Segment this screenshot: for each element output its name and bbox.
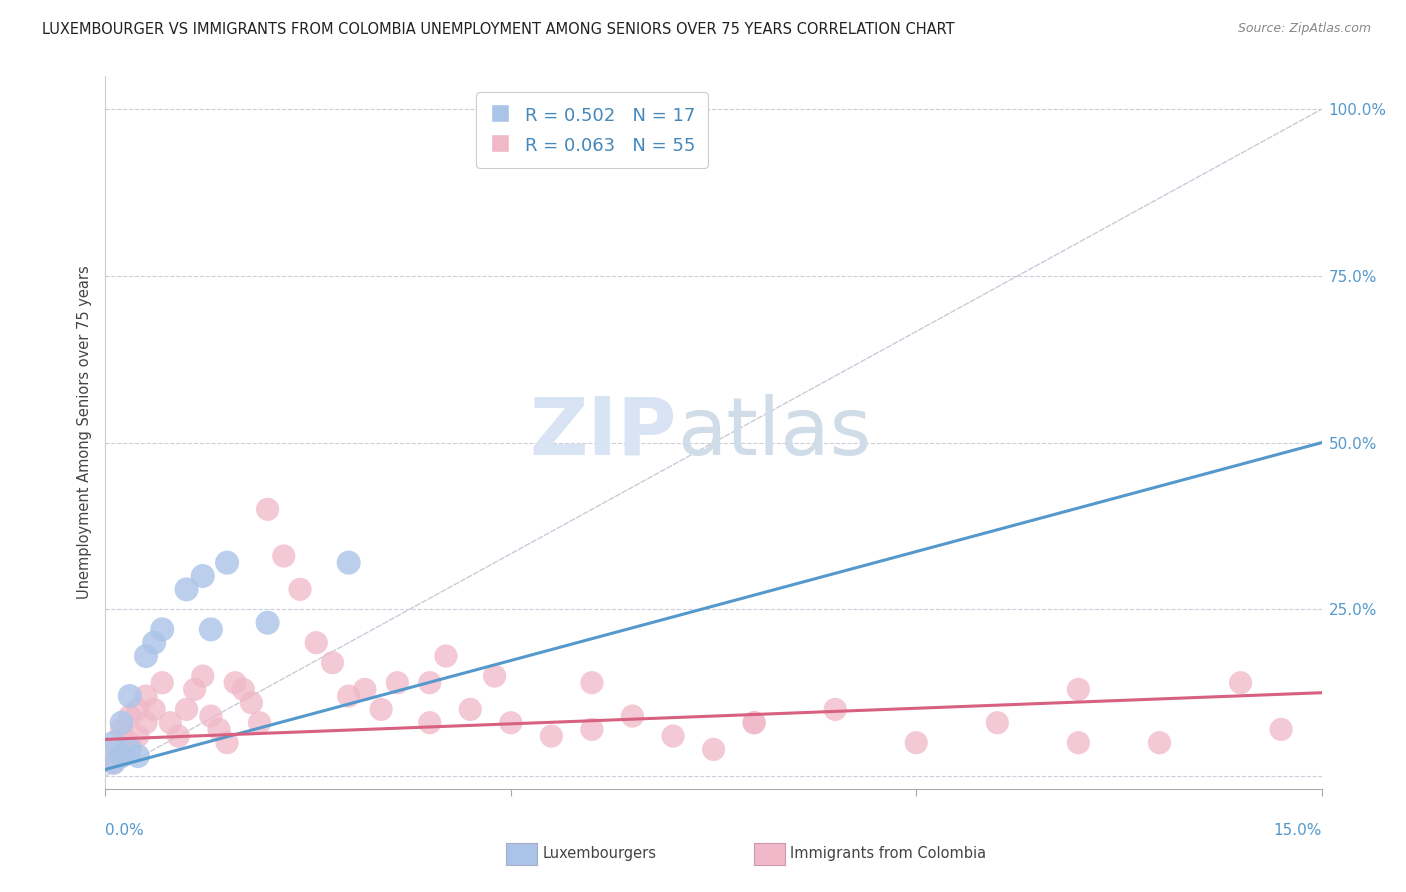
Point [499,715,522,730]
Point [581,675,603,690]
Point [135,648,157,663]
Point [103,756,125,770]
Point [273,549,295,563]
Point [1067,736,1090,750]
Point [183,682,205,697]
Point [581,723,603,737]
Point [742,715,765,730]
Point [256,502,278,516]
Point [111,749,134,764]
Point [135,715,157,730]
Point [419,715,441,730]
Point [118,742,141,756]
Point [143,702,166,716]
Point [337,556,360,570]
Point [1067,682,1090,697]
Point [135,689,157,703]
Point [240,696,263,710]
Point [167,729,190,743]
Point [127,729,149,743]
Text: Immigrants from Colombia: Immigrants from Colombia [790,847,986,861]
Point [111,715,134,730]
Point [742,715,765,730]
Point [305,636,328,650]
Point [370,702,392,716]
Point [191,669,214,683]
Point [217,556,239,570]
Point [621,709,644,723]
Point [191,569,214,583]
Point [118,736,141,750]
Point [159,715,181,730]
Text: Source: ZipAtlas.com: Source: ZipAtlas.com [1237,22,1371,36]
Point [118,709,141,723]
Point [176,702,198,716]
Point [986,715,1008,730]
Point [1149,736,1171,750]
Legend: R = 0.502   N = 17, R = 0.063   N = 55: R = 0.502 N = 17, R = 0.063 N = 55 [477,92,707,168]
Point [111,723,134,737]
Point [118,689,141,703]
Point [103,742,125,756]
Text: atlas: atlas [678,393,872,472]
Y-axis label: Unemployment Among Seniors over 75 years: Unemployment Among Seniors over 75 years [77,266,93,599]
Point [103,756,125,770]
Point [484,669,506,683]
Point [540,136,562,150]
Text: ZIP: ZIP [530,393,678,472]
Point [200,623,222,637]
Point [111,749,134,764]
Point [200,709,222,723]
Point [224,675,246,690]
Point [176,582,198,597]
Point [662,729,685,743]
Point [232,682,254,697]
Point [387,675,409,690]
Text: 15.0%: 15.0% [1274,823,1322,838]
Point [434,648,457,663]
Point [458,702,481,716]
Text: Luxembourgers: Luxembourgers [543,847,657,861]
Point [217,736,239,750]
Point [354,682,377,697]
Point [150,623,173,637]
Point [288,582,311,597]
Point [150,675,173,690]
Point [321,656,343,670]
Point [249,715,271,730]
Point [540,729,562,743]
Point [1270,723,1292,737]
Point [127,749,149,764]
Point [337,689,360,703]
Point [208,723,231,737]
Point [824,702,846,716]
Point [1229,675,1251,690]
Point [702,742,725,756]
Text: 0.0%: 0.0% [105,823,145,838]
Point [256,615,278,630]
Point [127,702,149,716]
Point [103,736,125,750]
Point [419,675,441,690]
Point [905,736,928,750]
Text: LUXEMBOURGER VS IMMIGRANTS FROM COLOMBIA UNEMPLOYMENT AMONG SENIORS OVER 75 YEAR: LUXEMBOURGER VS IMMIGRANTS FROM COLOMBIA… [42,22,955,37]
Point [143,636,166,650]
